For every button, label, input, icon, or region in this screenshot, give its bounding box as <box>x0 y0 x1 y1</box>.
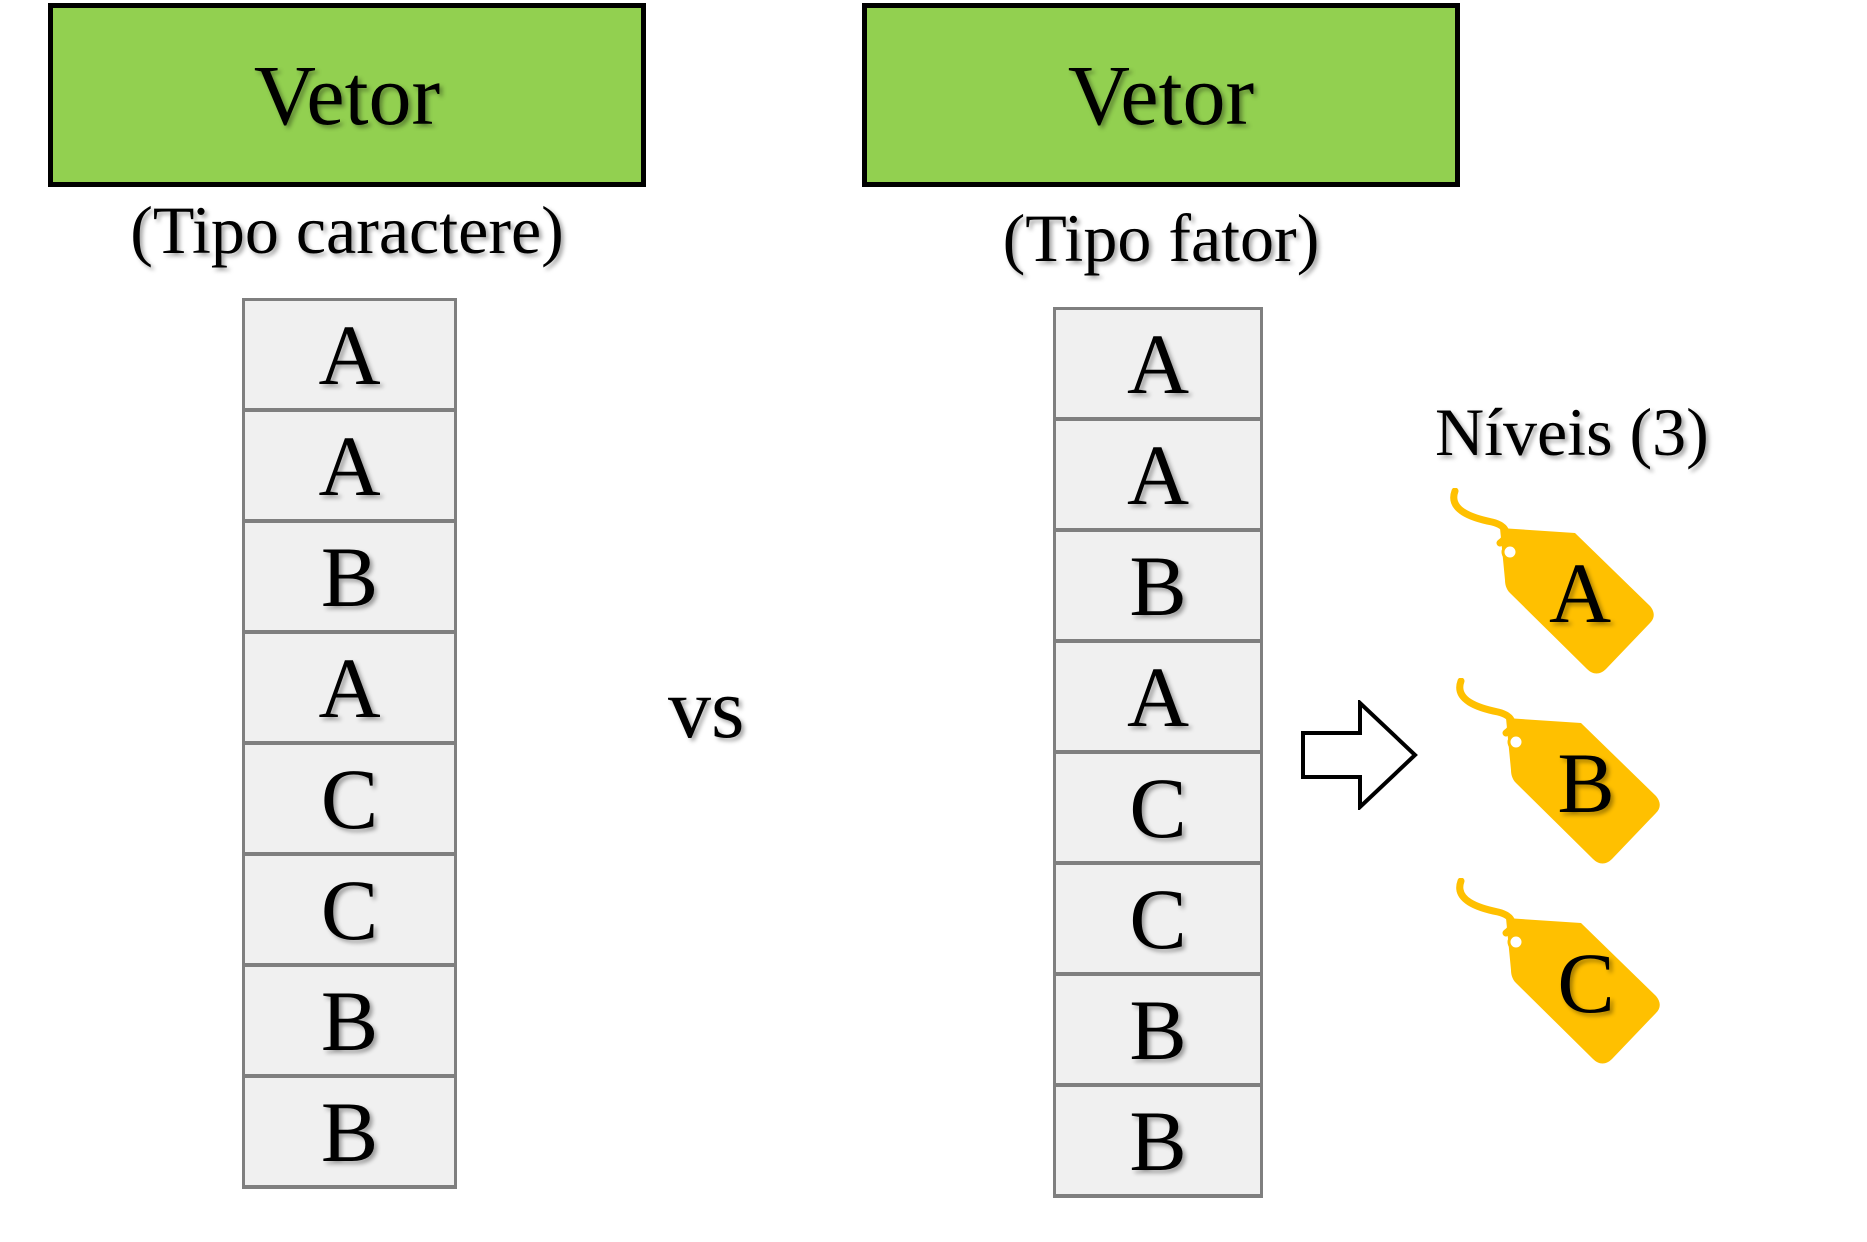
level-tag-label: B <box>1557 735 1615 831</box>
left-vector-cells: A A B A C C B B <box>242 298 457 1189</box>
right-vector-cell: B <box>1056 1087 1260 1198</box>
left-vector-cell: C <box>245 745 454 856</box>
right-vector-cell: C <box>1056 754 1260 865</box>
left-vector-cell: A <box>245 301 454 412</box>
right-vector-caption: (Tipo fator) <box>1002 200 1320 276</box>
right-vector-cell: B <box>1056 976 1260 1087</box>
level-tag-c: C <box>1456 878 1676 1078</box>
left-vector-cell: A <box>245 634 454 745</box>
left-vector-caption: (Tipo caractere) <box>130 192 564 268</box>
left-vector-header: Vetor <box>48 3 646 187</box>
right-vector-header: Vetor <box>862 3 1460 187</box>
vs-label: vs <box>668 660 745 756</box>
price-tag-icon <box>1456 878 1660 1064</box>
right-vector-cell: C <box>1056 865 1260 976</box>
left-vector-cell: B <box>245 523 454 634</box>
right-vector-cell: A <box>1056 310 1260 421</box>
level-tag-label: A <box>1548 545 1612 641</box>
right-vector-cell: B <box>1056 532 1260 643</box>
left-vector-cell: B <box>245 967 454 1078</box>
right-arrow-icon <box>1301 700 1418 810</box>
left-vector-header-label: Vetor <box>253 47 441 143</box>
level-tag-a: A <box>1450 488 1670 688</box>
right-vector-cells: A A B A C C B B <box>1053 307 1263 1198</box>
left-vector-cell: C <box>245 856 454 967</box>
price-tag-icon <box>1456 678 1660 864</box>
level-tag-b: B <box>1456 678 1676 878</box>
left-vector-cell: B <box>245 1078 454 1189</box>
right-vector-header-label: Vetor <box>1067 47 1255 143</box>
left-vector-cell: A <box>245 412 454 523</box>
level-tag-label: C <box>1557 935 1615 1031</box>
price-tag-icon <box>1450 488 1654 674</box>
right-vector-cell: A <box>1056 643 1260 754</box>
right-vector-cell: A <box>1056 421 1260 532</box>
levels-title: Níveis (3) <box>1435 394 1709 470</box>
